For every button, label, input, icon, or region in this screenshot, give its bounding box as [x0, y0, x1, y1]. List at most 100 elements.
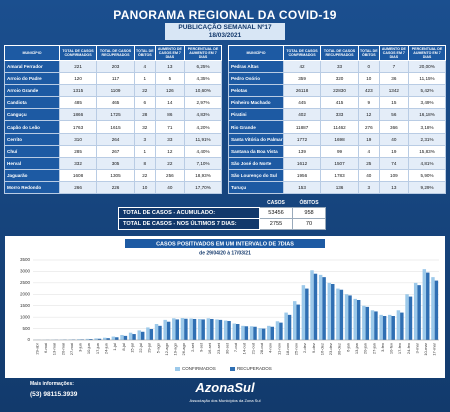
cell: 310: [58, 132, 98, 146]
bar: [267, 325, 271, 340]
municipality: Canguçu: [4, 108, 60, 122]
municipality: Pedras Altas: [228, 59, 284, 74]
bar: [241, 325, 245, 340]
cell: 5: [154, 72, 186, 86]
bar: [417, 285, 421, 340]
cell: 33: [154, 132, 186, 146]
bar: [426, 272, 430, 340]
bar: [305, 288, 309, 340]
x-tick-label: 23-set: [216, 342, 221, 354]
cell: 11887: [282, 120, 322, 134]
cell: 22830: [320, 84, 359, 98]
x-tick-label: 24-jun: [103, 343, 108, 354]
cell: 266: [58, 180, 98, 195]
row: São José do Norte 1612 1507 25 74 4,81%: [228, 156, 446, 170]
column-header: PERCENTUAL DE AUMENTO EM 7 DIAS: [184, 45, 222, 61]
x-tick-label: 1-jul: [112, 343, 117, 351]
bar: [331, 284, 335, 340]
municipality: Pedro Osório: [228, 72, 284, 86]
bar: [97, 338, 102, 340]
cell: 6,25%: [184, 59, 222, 74]
cell: 3: [133, 132, 156, 146]
bar: [215, 319, 219, 340]
cell: 333: [320, 108, 359, 122]
cell: 3,49%: [408, 96, 446, 110]
bar: [322, 277, 326, 340]
row: TOTAL DE CASOS - NOS ÚLTIMOS 7 DIAS: 2755…: [118, 218, 326, 230]
cell: 136: [320, 180, 359, 195]
bar: [163, 319, 167, 340]
cell: 4: [133, 59, 156, 74]
bar: [210, 318, 214, 340]
cell: 4: [357, 144, 380, 158]
cell: 13: [378, 180, 410, 195]
bar: [270, 326, 275, 340]
row: Piratini 402 333 12 56 16,18%: [228, 108, 446, 122]
y-tick-label: 3500: [20, 257, 31, 262]
cell: 28: [133, 108, 156, 122]
bar: [115, 337, 119, 340]
municipality: Morro Redondo: [4, 180, 60, 195]
row: Santa Vitória do Palmar 1772 1698 19 40 2,31%: [228, 132, 446, 146]
cell: 11,15%: [408, 72, 446, 86]
cell: 5,90%: [408, 168, 446, 182]
x-tick-label: 28-out: [259, 342, 264, 354]
cell: 4,83%: [184, 108, 222, 122]
x-tick-label: 10-fev: [389, 343, 394, 354]
x-tick-label: 9-dez: [311, 343, 316, 353]
bar: [146, 327, 150, 340]
x-tick-label: 17-mar: [432, 342, 437, 355]
legend-swatch: [175, 367, 180, 371]
cell: 359: [282, 72, 322, 86]
row: Pelotas 26118 22830 423 1342 5,42%: [228, 84, 446, 98]
x-tick-label: 3-fev: [380, 343, 385, 352]
cell: 445: [282, 96, 322, 110]
y-tick-label: 1000: [20, 314, 31, 319]
x-tick-label: 7-out: [233, 342, 238, 352]
cell: 56: [378, 108, 410, 122]
legend-swatch: [230, 367, 235, 371]
cell: 4,40%: [184, 144, 222, 158]
x-tick-label: 9-set: [199, 342, 204, 352]
cell: 1866: [58, 108, 98, 122]
row: Canguçu 1866 1725 28 86 4,83%: [4, 108, 222, 122]
cell: 9,29%: [408, 180, 446, 195]
bar: [400, 312, 404, 340]
x-tick-label: 24-fev: [406, 343, 411, 354]
summary-value: 70: [292, 218, 326, 230]
column-header: MUNICÍPIO: [228, 45, 284, 61]
cell: 1342: [378, 84, 410, 98]
x-tick-label: 16-set: [207, 342, 212, 354]
bar: [388, 314, 392, 340]
cell: 320: [320, 72, 359, 86]
cell: 3: [357, 180, 380, 195]
legend-label: RECUPERADOS: [237, 366, 272, 371]
x-tick-label: 29-jul: [147, 343, 152, 353]
bar: [180, 318, 185, 340]
x-tick-label: 30-set: [224, 342, 229, 354]
logo: AzonaSul: [195, 380, 255, 395]
municipality: Turuçu: [228, 180, 284, 195]
x-tick-label: 13-mai: [52, 343, 57, 355]
cell: 36: [378, 72, 410, 86]
row: Amaral Ferrador 221 203 4 13 6,25%: [4, 59, 222, 74]
cell: 20,00%: [408, 59, 446, 74]
cell: 203: [96, 59, 135, 74]
cell: 5,42%: [408, 84, 446, 98]
row: Pedras Altas 42 33 0 7 20,00%: [228, 59, 446, 74]
cell: 117: [96, 72, 135, 86]
x-tick-label: 16-dez: [319, 343, 324, 355]
row: Chuí 285 267 1 12 4,40%: [4, 144, 222, 158]
cell: 15,83%: [408, 144, 446, 158]
cell: 10,60%: [184, 84, 222, 98]
cell: 264: [96, 132, 135, 146]
bar: [379, 314, 383, 340]
cell: 99: [320, 144, 359, 158]
cell: 1612: [282, 156, 322, 170]
bar: [310, 270, 314, 340]
y-tick-label: 0: [27, 337, 30, 342]
municipality: Candiota: [4, 96, 60, 110]
x-tick-label: 12-ago: [164, 342, 169, 355]
municipality: São Lourenço do Sul: [228, 168, 284, 182]
cell: 1763: [58, 120, 98, 134]
